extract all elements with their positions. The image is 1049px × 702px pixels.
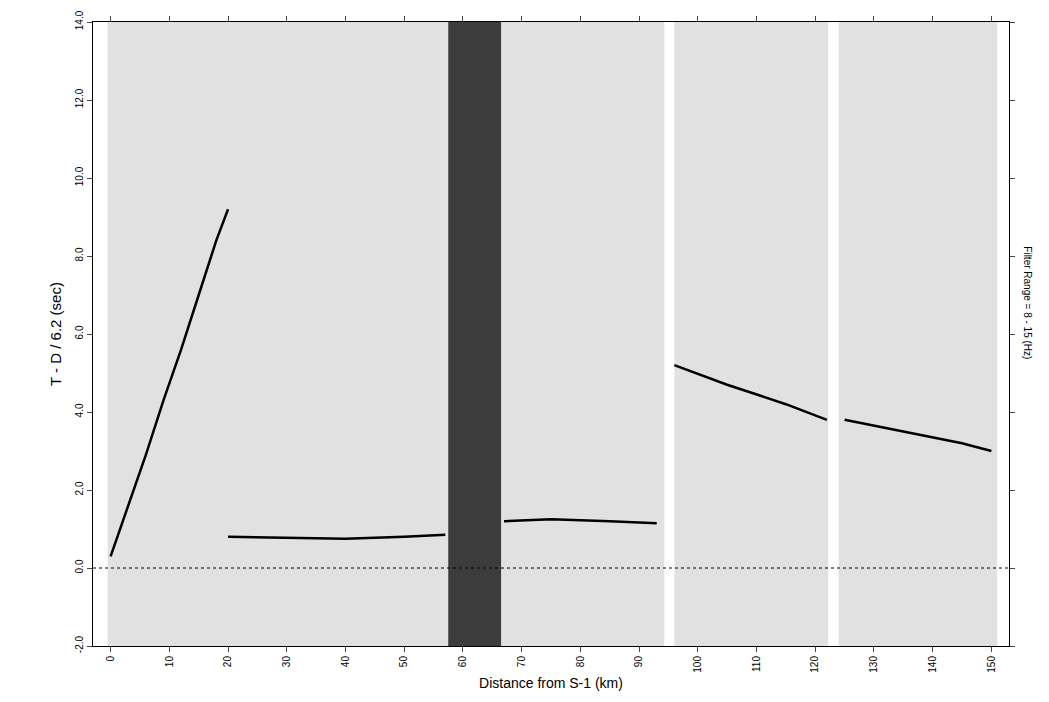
svg-text:40: 40 — [340, 656, 351, 668]
svg-text:12.0: 12.0 — [74, 88, 85, 108]
svg-text:60: 60 — [457, 656, 468, 668]
svg-text:10: 10 — [164, 656, 175, 668]
svg-text:120: 120 — [809, 656, 820, 673]
svg-text:70: 70 — [516, 656, 527, 668]
svg-text:0.0: 0.0 — [74, 559, 85, 573]
svg-text:8.0: 8.0 — [74, 247, 85, 261]
svg-text:80: 80 — [575, 656, 586, 668]
svg-text:110: 110 — [751, 656, 762, 672]
svg-text:4.0: 4.0 — [74, 403, 85, 417]
svg-text:150: 150 — [986, 656, 997, 673]
svg-text:90: 90 — [633, 656, 644, 668]
svg-text:Distance from S-1 (km): Distance from S-1 (km) — [479, 675, 623, 691]
svg-text:50: 50 — [398, 656, 409, 668]
svg-text:14.0: 14.0 — [74, 10, 85, 30]
svg-text:2.0: 2.0 — [74, 481, 85, 495]
svg-text:T - D / 6.2 (sec): T - D / 6.2 (sec) — [47, 282, 64, 386]
svg-text:130: 130 — [868, 656, 879, 673]
svg-text:6.0: 6.0 — [74, 325, 85, 339]
svg-text:100: 100 — [692, 656, 703, 673]
svg-text:Filter Range = 8 - 15 (Hz): Filter Range = 8 - 15 (Hz) — [1022, 246, 1033, 359]
svg-text:20: 20 — [222, 656, 233, 668]
svg-text:10.0: 10.0 — [74, 166, 85, 186]
svg-text:140: 140 — [927, 656, 938, 673]
svg-text:0: 0 — [105, 656, 116, 662]
svg-text:30: 30 — [281, 656, 292, 668]
svg-text:-2.0: -2.0 — [74, 635, 85, 653]
